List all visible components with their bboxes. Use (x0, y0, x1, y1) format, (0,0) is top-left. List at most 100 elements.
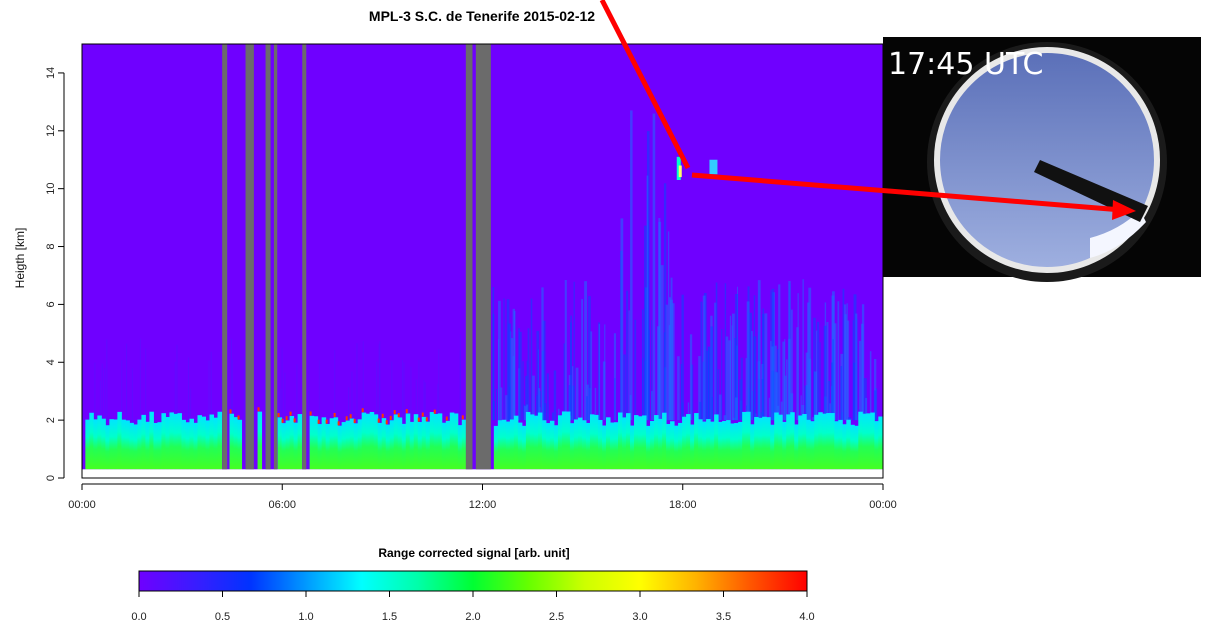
signal-streak (459, 350, 461, 438)
signal-streak (231, 338, 233, 426)
boundary-layer-column (742, 411, 747, 470)
boundary-layer-column (141, 414, 146, 470)
boundary-layer-column (365, 413, 371, 470)
signal-streak (731, 325, 733, 421)
boundary-layer-column (197, 415, 202, 470)
boundary-layer-peak (293, 418, 296, 423)
signal-streak (774, 345, 777, 421)
horizon-clouds (1090, 210, 1146, 258)
boundary-layer (82, 407, 883, 478)
signal-streak (379, 341, 381, 429)
signal-streak (82, 361, 84, 448)
boundary-layer-column (217, 411, 223, 470)
signal-streak (642, 357, 644, 421)
signal-streak (723, 415, 727, 421)
colorbar-tick-label: 0.0 (131, 611, 146, 623)
all-sky-camera-inset: 17:45 UTC (883, 37, 1201, 282)
boundary-layer-column (818, 412, 823, 470)
signal-streak (714, 302, 717, 421)
boundary-layer-peak (345, 416, 348, 421)
signal-streak (541, 287, 544, 421)
no-data-gaps (222, 44, 491, 470)
boundary-layer-column (445, 420, 451, 470)
boundary-layer-column (421, 416, 427, 470)
signal-streak (672, 303, 675, 421)
boundary-layer-column (814, 414, 819, 470)
signal-streak (553, 370, 557, 421)
signal-streak (264, 362, 266, 450)
boundary-layer-peak (389, 415, 392, 420)
signal-streak (573, 281, 575, 421)
signal-streak (210, 351, 212, 439)
boundary-layer-column (778, 414, 783, 470)
signal-streak (728, 340, 732, 421)
signal-streak (590, 331, 593, 421)
signal-streak (788, 338, 791, 421)
boundary-layer-column (533, 415, 539, 470)
signal-streak (351, 371, 353, 459)
boundary-layer-column (397, 417, 403, 470)
boundary-layer-column (710, 421, 715, 470)
signal-streak (101, 363, 103, 451)
boundary-layer-column (373, 414, 379, 470)
signal-streak (829, 403, 831, 421)
signal-streak (495, 388, 498, 421)
boundary-layer-column (497, 420, 503, 470)
y-axis: 0 2 4 6 8 10 12 14 (45, 67, 65, 481)
signal-streak (812, 417, 815, 421)
signal-streak (651, 391, 653, 421)
signal-streak (106, 339, 108, 427)
boundary-layer-column (189, 418, 194, 470)
y-tick-label: 10 (45, 183, 57, 195)
signal-streak (768, 397, 770, 421)
signal-streak (546, 373, 549, 421)
signal-streak (802, 279, 804, 421)
signal-streak (827, 380, 831, 421)
boundary-layer-column (589, 414, 595, 470)
boundary-layer-column (89, 412, 94, 470)
boundary-layer-column (662, 412, 667, 470)
boundary-layer-column (277, 417, 283, 470)
boundary-layer-column (513, 415, 519, 470)
boundary-layer-column (642, 415, 647, 470)
colorbar-tick-label: 2.5 (549, 611, 564, 623)
y-tick-label: 2 (45, 417, 57, 423)
boundary-layer-column (281, 423, 287, 470)
signal-streak (526, 360, 528, 421)
boundary-layer-peak (317, 419, 320, 424)
signal-streak (145, 348, 147, 436)
signal-streak (568, 385, 571, 421)
boundary-layer-column (730, 423, 735, 470)
signal-streak (281, 347, 283, 435)
boundary-layer-column (766, 417, 771, 470)
boundary-layer-column (101, 418, 106, 470)
boundary-layer-column (834, 421, 839, 470)
boundary-layer-column (698, 419, 703, 470)
signal-streak (796, 327, 799, 421)
boundary-layer-peak (417, 417, 420, 422)
y-tick-label: 8 (45, 243, 57, 249)
signal-streak (667, 231, 670, 421)
boundary-layer-column (517, 422, 523, 470)
boundary-layer-peak (421, 412, 424, 417)
signal-streak (819, 342, 821, 421)
boundary-layer-column (405, 413, 411, 470)
boundary-layer-column (734, 423, 739, 470)
boundary-layer-column (634, 415, 639, 470)
boundary-layer-column (317, 424, 323, 470)
y-tick-label: 6 (45, 301, 57, 307)
signal-streak (832, 339, 835, 421)
signal-streak (376, 361, 378, 449)
boundary-layer-column (638, 416, 643, 470)
colorbar-tick-label: 3.5 (716, 611, 731, 623)
signal-streak (718, 394, 722, 421)
signal-streak (626, 290, 629, 421)
signal-streak (842, 288, 845, 421)
signal-streak (378, 343, 380, 431)
signal-streak (318, 360, 320, 448)
no-data-gap (465, 44, 473, 470)
signal-streak (575, 367, 579, 421)
boundary-layer-peak (337, 421, 340, 426)
boundary-layer-column (361, 412, 367, 470)
signal-streak (702, 295, 706, 421)
